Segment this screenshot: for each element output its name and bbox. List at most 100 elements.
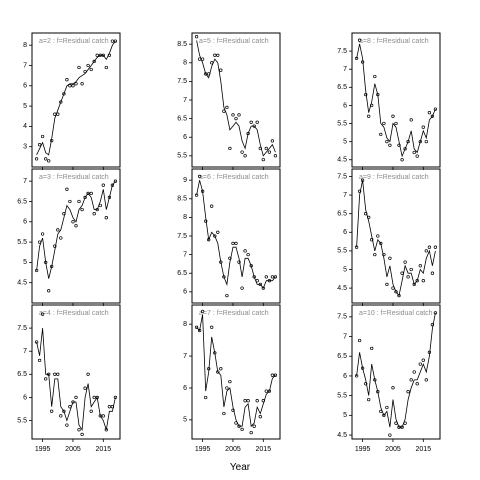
- x-tick-label: 2015: [256, 446, 272, 453]
- data-point: [95, 395, 99, 400]
- data-point: [83, 386, 87, 390]
- data-point: [89, 191, 93, 196]
- data-point: [213, 351, 217, 355]
- data-point: [360, 60, 365, 64]
- data-point: [403, 260, 407, 264]
- y-tick-label: 8: [183, 321, 187, 328]
- y-tick-label: 9: [183, 177, 187, 184]
- data-point: [200, 57, 205, 61]
- y-tick-label: 5.5: [17, 239, 27, 246]
- data-point: [270, 139, 275, 143]
- data-point: [252, 275, 256, 279]
- data-point: [222, 411, 226, 416]
- data-point: [207, 238, 211, 242]
- data-point: [409, 378, 413, 382]
- data-point: [210, 61, 214, 65]
- data-point: [110, 39, 115, 43]
- data-point: [213, 53, 217, 57]
- data-point: [391, 286, 395, 290]
- data-point: [415, 382, 419, 386]
- data-point: [216, 230, 220, 234]
- y-tick-label: 6: [343, 102, 347, 109]
- y-tick-label: 5: [183, 417, 187, 424]
- panel-title: a=4 : f=Residual catch: [39, 310, 109, 317]
- data-point: [50, 264, 54, 269]
- data-point: [424, 378, 428, 382]
- data-point: [44, 260, 48, 265]
- data-point: [418, 139, 422, 144]
- data-point: [249, 264, 253, 268]
- fit-line: [36, 40, 116, 156]
- y-tick-label: 8.5: [177, 196, 187, 203]
- data-point: [379, 241, 383, 246]
- data-point: [400, 158, 404, 162]
- data-point: [255, 399, 259, 403]
- data-point: [77, 65, 81, 70]
- data-point: [194, 325, 199, 329]
- data-point: [397, 425, 401, 429]
- data-point: [394, 290, 398, 294]
- data-point: [37, 240, 42, 244]
- y-tick-label: 7: [343, 333, 347, 340]
- data-point: [376, 390, 380, 394]
- data-point: [243, 399, 247, 403]
- y-tick-label: 7: [23, 348, 27, 355]
- data-point: [210, 204, 214, 208]
- data-point: [252, 424, 256, 428]
- panel-9: a=10 : f=Residual catch 4.5 5 5.5 6 6.5 7 7.5 19…: [337, 304, 441, 453]
- data-point: [219, 68, 223, 72]
- data-point: [34, 268, 39, 273]
- panel-frame: [31, 304, 121, 440]
- data-point: [65, 78, 69, 82]
- data-point: [264, 389, 268, 393]
- data-point: [354, 245, 359, 249]
- data-point: [234, 421, 238, 425]
- data-point: [373, 74, 377, 79]
- y-tick-label: 5.5: [337, 120, 347, 127]
- panel-frame: [191, 304, 281, 440]
- data-point: [234, 241, 238, 246]
- data-point: [424, 249, 428, 253]
- data-point: [367, 215, 371, 220]
- data-point: [47, 289, 51, 293]
- data-point: [204, 219, 208, 223]
- panel-6: a=9 : f=Residual catch 4.5 5 5.5 6 6.5 7 7.5: [337, 168, 441, 306]
- data-point: [267, 150, 272, 154]
- data-point: [382, 252, 386, 257]
- data-point: [65, 187, 69, 191]
- data-point: [110, 405, 115, 409]
- data-point: [225, 386, 229, 390]
- data-point: [357, 338, 362, 343]
- y-tick-label: 4.5: [337, 157, 347, 164]
- y-tick-label: 7: [183, 97, 187, 104]
- y-tick-label: 8: [183, 60, 187, 67]
- data-point: [104, 65, 108, 70]
- data-point: [37, 143, 42, 147]
- x-tick-label: 1995: [35, 446, 51, 453]
- data-point: [95, 207, 99, 212]
- panel-title: a=8 : f=Residual catch: [359, 38, 429, 45]
- y-tick-label: 7: [23, 62, 27, 69]
- data-point: [37, 358, 42, 363]
- data-point: [385, 405, 389, 410]
- y-tick-label: 6.5: [177, 115, 187, 122]
- data-point: [204, 72, 208, 76]
- data-point: [225, 293, 229, 298]
- data-point: [113, 39, 118, 43]
- data-point: [80, 207, 84, 212]
- panel-title: a=5 : f=Residual catch: [199, 38, 269, 45]
- data-point: [388, 143, 392, 147]
- data-point: [101, 53, 105, 57]
- fit-line: [356, 43, 436, 158]
- data-point: [382, 413, 386, 418]
- panel-3: a=8 : f=Residual catch 4.5 5 5.5 6 6.5 7 7.5: [337, 32, 441, 170]
- y-tick-label: 5.5: [177, 153, 187, 160]
- data-point: [412, 150, 416, 155]
- data-point: [237, 113, 241, 117]
- data-point: [388, 433, 392, 437]
- data-point: [430, 114, 435, 118]
- data-point: [406, 390, 410, 394]
- x-tick-label: 1995: [355, 446, 371, 453]
- data-point: [409, 118, 413, 122]
- data-point: [406, 275, 410, 279]
